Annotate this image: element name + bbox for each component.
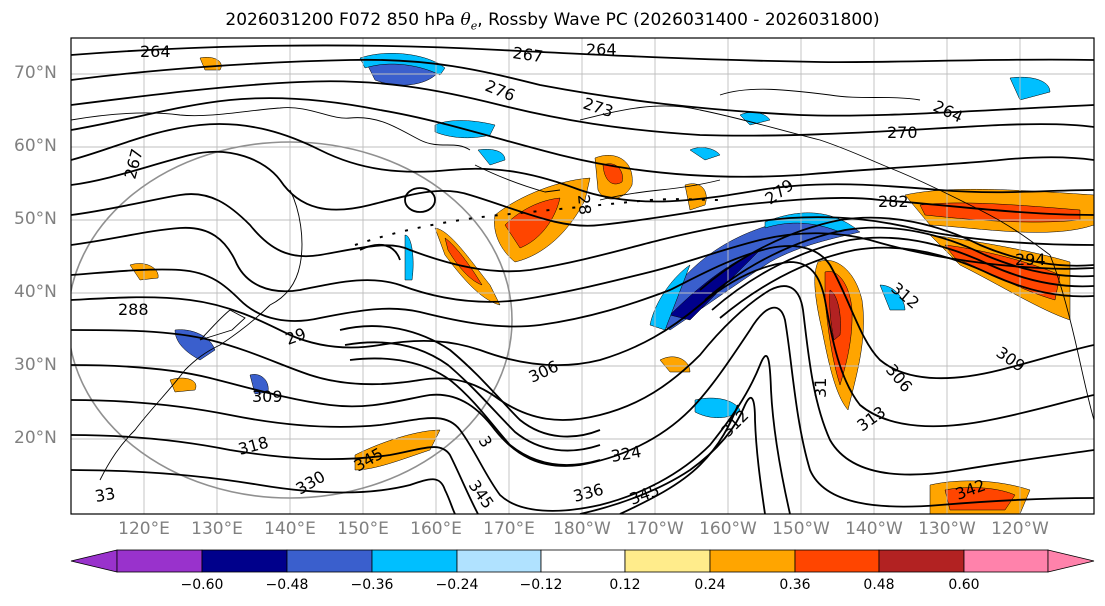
- colorbar-bin: [709, 549, 796, 573]
- lon-label: 170°W: [626, 519, 684, 539]
- colorbar-bin: [624, 549, 711, 573]
- lon-label: 160°E: [410, 519, 462, 539]
- lat-label: 60°N: [14, 136, 57, 156]
- lon-label: 140°E: [264, 519, 316, 539]
- lon-label: 140°W: [845, 519, 903, 539]
- colorbar-bin: [116, 549, 203, 573]
- lon-label: 150°E: [337, 519, 389, 539]
- colorbar-tick-label: −0.48: [265, 577, 309, 593]
- lat-label: 20°N: [14, 428, 57, 448]
- lon-label: 150°W: [772, 519, 830, 539]
- lon-label: 180°W: [553, 519, 611, 539]
- contour-label: 264: [140, 42, 171, 61]
- colorbar-bin: [878, 549, 965, 573]
- contour-label: 282: [878, 192, 909, 211]
- colorbar-bin: [456, 549, 542, 573]
- contour-label: 270: [887, 123, 918, 142]
- contour-label: 294: [1015, 250, 1046, 269]
- contour-label: 288: [118, 300, 149, 319]
- lon-label: 120°W: [991, 519, 1049, 539]
- colorbar-tick-label: −0.60: [180, 577, 224, 593]
- map-title: 2026031200 F072 850 hPa θe, Rossby Wave …: [225, 10, 880, 33]
- lat-label: 70°N: [14, 63, 57, 83]
- lon-label: 130°W: [918, 519, 976, 539]
- contour-label: 309: [252, 387, 283, 406]
- colorbar-tick-label: 0.60: [948, 577, 980, 593]
- colorbar-tick-label: −0.24: [435, 577, 479, 593]
- colorbar-tick-label: 0.24: [694, 577, 726, 593]
- colorbar-bin: [286, 549, 373, 573]
- colorbar-extend-low: [70, 549, 118, 573]
- contour-label: 28: [574, 194, 595, 216]
- lat-label: 50°N: [14, 209, 57, 229]
- lon-label: 130°E: [191, 519, 243, 539]
- lat-label: 40°N: [14, 282, 57, 302]
- colorbar-bin: [963, 549, 1049, 573]
- reference-circle: [71, 141, 513, 499]
- colorbar-tick-label: −0.12: [519, 577, 563, 593]
- colorbar: [70, 549, 1095, 573]
- colorbar-tick-label: 0.36: [779, 577, 811, 593]
- lon-label: 170°E: [483, 519, 535, 539]
- contour-label: 31: [811, 378, 830, 398]
- anomaly-shading: [129, 53, 1094, 514]
- colorbar-tick-label: 0.48: [863, 577, 895, 593]
- lon-label: 120°E: [118, 519, 170, 539]
- dashed-contour: [354, 198, 721, 246]
- colorbar-extend-high: [1047, 549, 1095, 573]
- lat-label: 30°N: [14, 355, 57, 375]
- contour-label: 33: [93, 484, 116, 506]
- lon-label: 160°W: [699, 519, 757, 539]
- colorbar-bin: [371, 549, 458, 573]
- contour-label: 264: [586, 40, 617, 59]
- map-frame: [70, 37, 1095, 515]
- colorbar-bin: [794, 549, 880, 573]
- colorbar-bin: [540, 549, 626, 573]
- colorbar-bin: [201, 549, 288, 573]
- contour-label: 267: [511, 43, 544, 66]
- colorbar-tick-label: 0.12: [609, 577, 641, 593]
- theta-e-contours: [71, 44, 1094, 514]
- colorbar-tick-label: −0.36: [350, 577, 394, 593]
